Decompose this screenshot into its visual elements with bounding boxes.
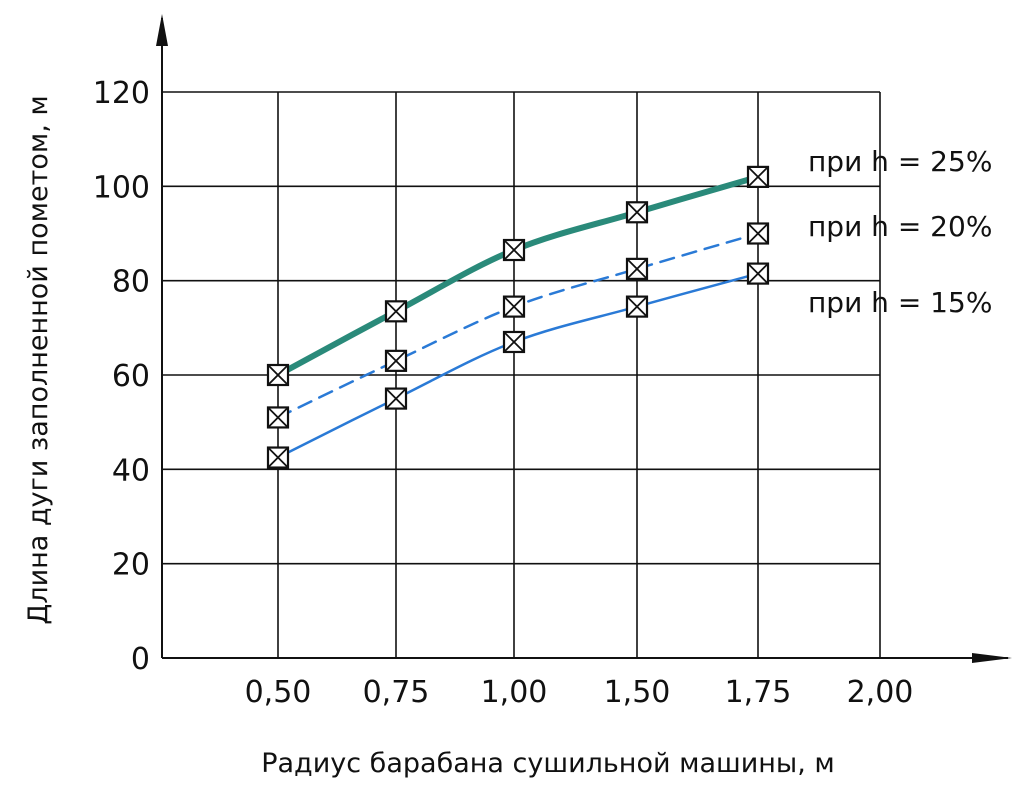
- data-markers: [266, 165, 770, 469]
- data-point-marker: [384, 387, 408, 410]
- y-tick-label: 40: [112, 453, 150, 488]
- series-label-1: при h = 20%: [808, 210, 992, 243]
- series-labels: при h = 25% при h = 20% при h = 15%: [808, 145, 992, 319]
- data-point-marker: [266, 446, 290, 469]
- y-tick-label: 100: [93, 170, 150, 205]
- data-point-marker: [384, 300, 408, 323]
- x-tick-label: 1,75: [725, 675, 792, 710]
- x-axis-title: Радиус барабана сушильной машины, м: [261, 748, 835, 779]
- y-tick-label: 20: [112, 548, 150, 583]
- data-point-marker: [625, 295, 649, 318]
- data-point-marker: [625, 201, 649, 224]
- data-point-marker: [266, 406, 290, 429]
- data-point-marker: [625, 257, 649, 280]
- y-tick-label: 60: [112, 359, 150, 394]
- x-tick-label: 0,50: [245, 675, 312, 710]
- data-point-marker: [746, 222, 770, 245]
- data-point-marker: [266, 363, 290, 387]
- y-axis-title: Длина дуги заполненной пометом, м: [23, 95, 54, 625]
- y-tick-label: 0: [131, 642, 150, 677]
- series-label-0: при h = 25%: [808, 145, 992, 178]
- tick-labels: 0 20 40 60 80 100 120 0,50 0,75 1,00 1,50 1,75 2,00: [93, 76, 914, 710]
- data-point-marker: [746, 165, 770, 188]
- y-tick-label: 120: [93, 76, 150, 111]
- x-tick-label: 1,00: [481, 675, 548, 710]
- series-label-2: при h = 15%: [808, 286, 992, 319]
- x-tick-label: 0,75: [363, 675, 430, 710]
- data-point-marker: [502, 330, 526, 354]
- data-point-marker: [502, 238, 526, 262]
- x-axis-arrow: [972, 653, 1012, 663]
- data-point-marker: [746, 262, 770, 285]
- x-tick-label: 1,50: [604, 675, 671, 710]
- y-tick-label: 80: [112, 265, 150, 300]
- y-axis-arrow: [156, 14, 168, 46]
- data-point-marker: [502, 295, 526, 318]
- axes: [156, 14, 1012, 663]
- data-point-marker: [384, 349, 408, 372]
- x-tick-label: 2,00: [847, 675, 914, 710]
